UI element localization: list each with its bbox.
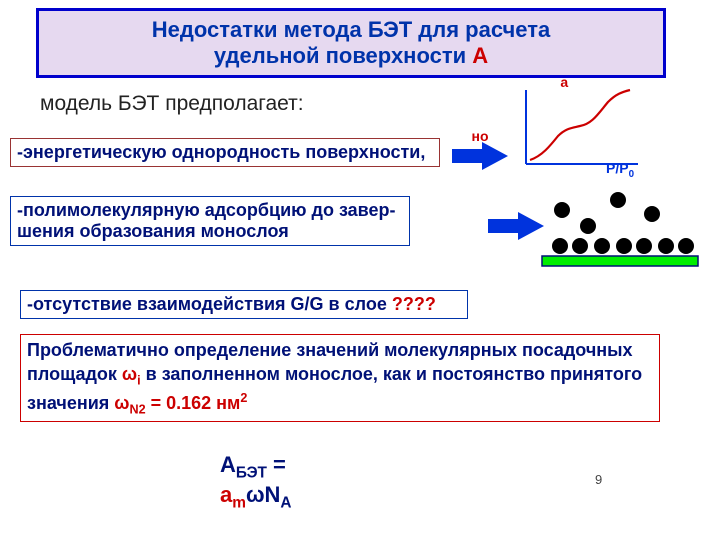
formula-part: m (232, 495, 246, 512)
assumption-box-2: -полимолекулярную адсорбцию до завер- ше… (10, 196, 410, 246)
chart-curve (530, 90, 630, 160)
page-number: 9 (595, 472, 602, 487)
assumption-box-1: -энергетическую однородность поверхности… (10, 138, 440, 167)
arrow-icon (488, 212, 544, 240)
problem-text-part: = 0.162 нм (146, 393, 241, 413)
assumption-3-text-b: ???? (392, 294, 436, 314)
chart-x-label: P/P0 (606, 160, 634, 180)
chart-xlabel-text: P/P (606, 160, 629, 176)
isotherm-chart: а P/P0 (522, 88, 642, 168)
assumption-1-text: -энергетическую однородность поверхности… (17, 142, 425, 162)
page-number-text: 9 (595, 472, 602, 487)
subtitle: модель БЭТ предполагает: (40, 92, 304, 116)
slide-title: Недостатки метода БЭТ для расчета удельн… (36, 8, 666, 78)
title-line2a: удельной поверхности (214, 43, 472, 68)
assumption-2-line2: шения образования монослоя (17, 221, 289, 241)
arrow-icon (452, 142, 508, 170)
formula-part: А (220, 452, 236, 477)
formula: АБЭТ = аmωNA (220, 452, 292, 513)
chart-ylabel-text: а (560, 74, 568, 90)
arrow-but: но (452, 128, 508, 170)
formula-part: ωN (246, 482, 280, 507)
formula-part: а (220, 482, 232, 507)
problem-text-part: ω (122, 364, 137, 384)
formula-part: БЭТ (236, 464, 267, 481)
molecules-svg (540, 190, 700, 270)
formula-part: = (267, 452, 286, 477)
problem-text-part: N2 (130, 402, 146, 416)
problem-text-part: ω (114, 393, 129, 413)
chart-y-label: а (560, 74, 568, 90)
formula-part: A (280, 495, 291, 512)
title-line1: Недостатки метода БЭТ для расчета (152, 17, 551, 42)
subtitle-text: модель БЭТ предполагает: (40, 92, 304, 115)
title-accent: А (472, 43, 488, 68)
problem-text-part: 2 (240, 391, 247, 405)
assumption-box-3: -отсутствие взаимодействия G/G в слое ??… (20, 290, 468, 319)
problem-box: Проблематично определение значений молек… (20, 334, 660, 422)
assumption-3-text-a: -отсутствие взаимодействия G/G в слое (27, 294, 392, 314)
arrow-2 (488, 212, 544, 240)
chart-svg (522, 88, 642, 168)
molecules-diagram (540, 190, 700, 270)
assumption-2-line1: -полимолекулярную адсорбцию до завер- (17, 200, 396, 220)
chart-xlabel-sub: 0 (629, 169, 634, 180)
